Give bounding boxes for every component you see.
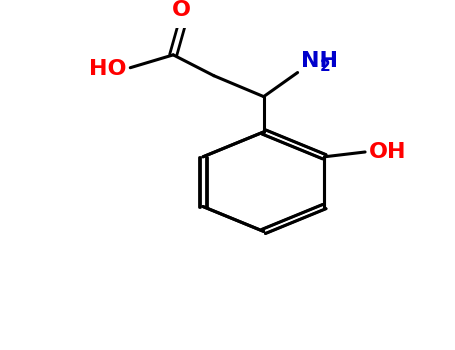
Text: OH: OH — [369, 142, 406, 162]
Text: HO: HO — [89, 59, 126, 79]
Text: O: O — [172, 0, 191, 20]
Text: 2: 2 — [320, 59, 331, 74]
Text: NH: NH — [301, 51, 338, 71]
